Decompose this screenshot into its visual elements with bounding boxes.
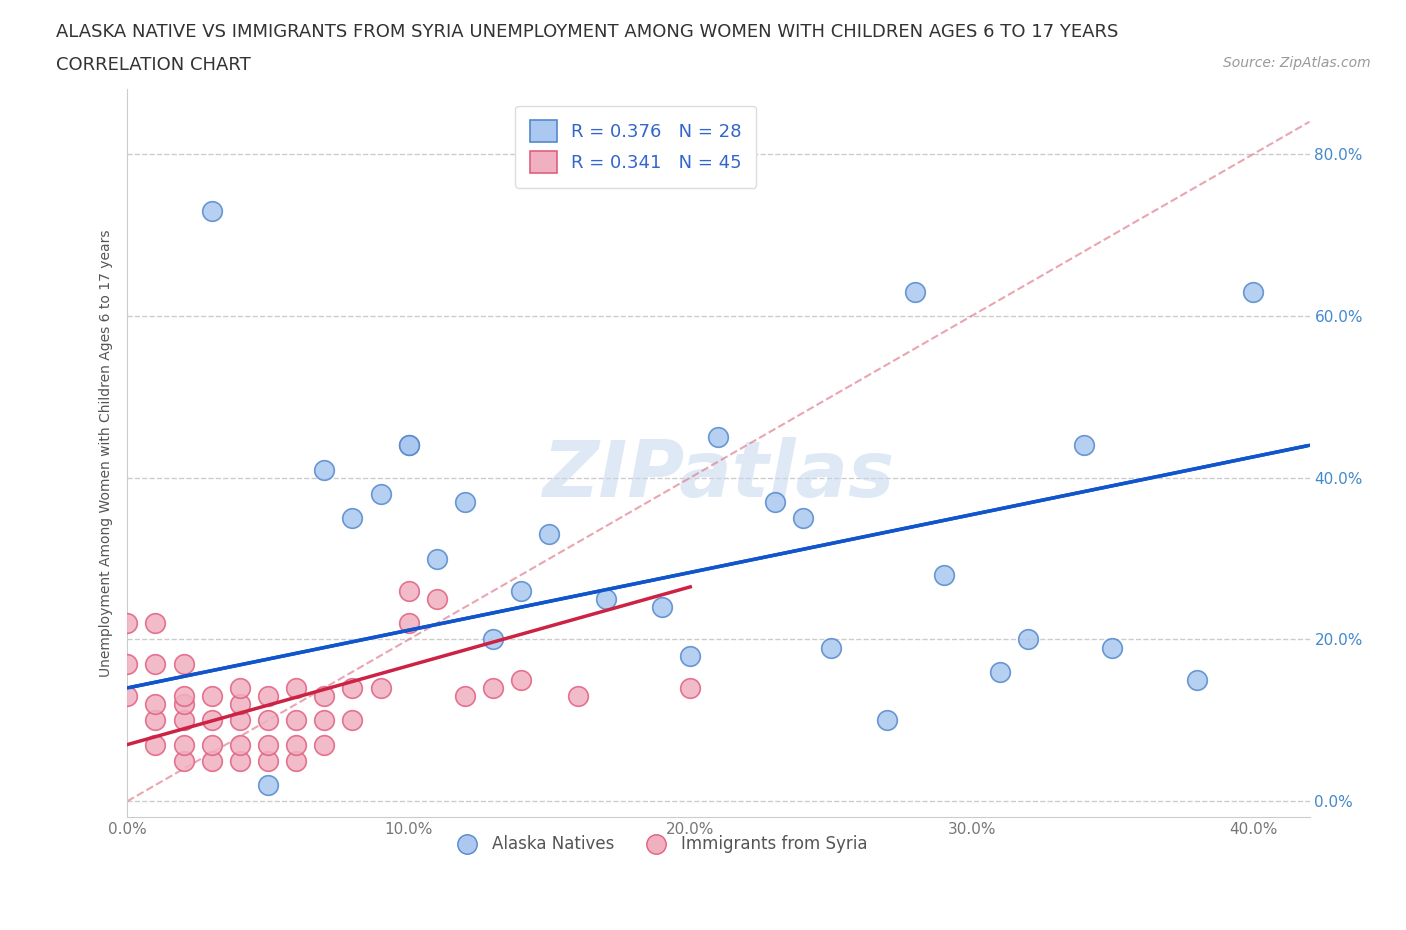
Point	[342, 511, 364, 525]
Point	[285, 753, 308, 768]
Point	[229, 737, 252, 752]
Point	[538, 527, 561, 542]
Point	[173, 697, 195, 711]
Point	[398, 583, 420, 598]
Point	[201, 204, 224, 219]
Point	[117, 688, 139, 703]
Legend: Alaska Natives, Immigrants from Syria: Alaska Natives, Immigrants from Syria	[444, 829, 875, 860]
Point	[763, 495, 786, 510]
Point	[173, 753, 195, 768]
Point	[595, 591, 617, 606]
Point	[370, 681, 392, 696]
Point	[314, 737, 336, 752]
Point	[257, 737, 280, 752]
Text: ZIPatlas: ZIPatlas	[543, 437, 894, 513]
Point	[285, 737, 308, 752]
Point	[201, 713, 224, 728]
Point	[1017, 632, 1039, 647]
Point	[1241, 285, 1264, 299]
Point	[314, 688, 336, 703]
Point	[173, 688, 195, 703]
Point	[201, 688, 224, 703]
Point	[145, 713, 167, 728]
Point	[173, 713, 195, 728]
Point	[820, 640, 842, 655]
Point	[1185, 672, 1208, 687]
Point	[285, 713, 308, 728]
Y-axis label: Unemployment Among Women with Children Ages 6 to 17 years: Unemployment Among Women with Children A…	[100, 230, 114, 677]
Point	[792, 511, 814, 525]
Point	[201, 753, 224, 768]
Point	[679, 681, 702, 696]
Point	[229, 753, 252, 768]
Point	[145, 616, 167, 631]
Point	[314, 713, 336, 728]
Point	[398, 616, 420, 631]
Point	[229, 713, 252, 728]
Point	[145, 697, 167, 711]
Point	[370, 486, 392, 501]
Point	[398, 438, 420, 453]
Point	[257, 753, 280, 768]
Point	[904, 285, 927, 299]
Point	[257, 777, 280, 792]
Point	[257, 688, 280, 703]
Point	[482, 681, 505, 696]
Point	[229, 697, 252, 711]
Point	[426, 551, 449, 566]
Point	[145, 737, 167, 752]
Point	[201, 737, 224, 752]
Point	[482, 632, 505, 647]
Point	[988, 664, 1011, 679]
Point	[342, 713, 364, 728]
Point	[876, 713, 898, 728]
Point	[679, 648, 702, 663]
Point	[651, 600, 673, 615]
Point	[173, 737, 195, 752]
Point	[1101, 640, 1123, 655]
Point	[145, 657, 167, 671]
Point	[229, 681, 252, 696]
Point	[932, 567, 955, 582]
Point	[454, 688, 477, 703]
Point	[707, 430, 730, 445]
Point	[510, 583, 533, 598]
Point	[567, 688, 589, 703]
Text: Source: ZipAtlas.com: Source: ZipAtlas.com	[1223, 56, 1371, 70]
Text: ALASKA NATIVE VS IMMIGRANTS FROM SYRIA UNEMPLOYMENT AMONG WOMEN WITH CHILDREN AG: ALASKA NATIVE VS IMMIGRANTS FROM SYRIA U…	[56, 23, 1119, 41]
Point	[398, 438, 420, 453]
Point	[454, 495, 477, 510]
Point	[117, 616, 139, 631]
Point	[257, 713, 280, 728]
Point	[342, 681, 364, 696]
Point	[426, 591, 449, 606]
Point	[173, 657, 195, 671]
Point	[285, 681, 308, 696]
Text: CORRELATION CHART: CORRELATION CHART	[56, 56, 252, 73]
Point	[314, 462, 336, 477]
Point	[117, 657, 139, 671]
Point	[510, 672, 533, 687]
Point	[1073, 438, 1095, 453]
